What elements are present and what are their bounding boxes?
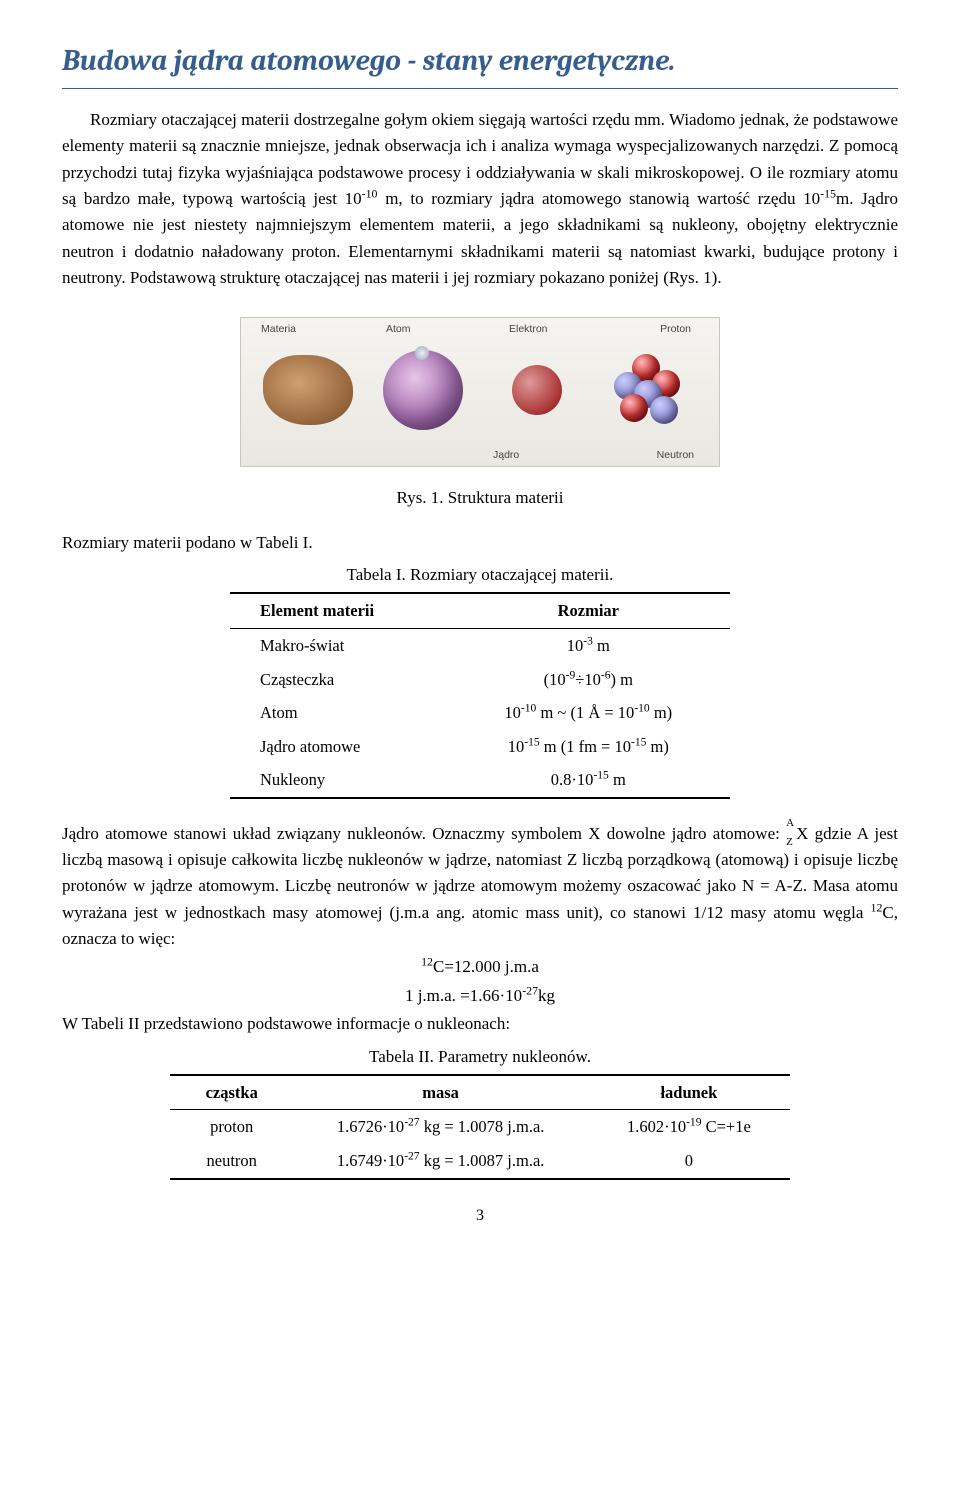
table-cell: Makro-świat <box>230 628 447 662</box>
table-row: Jądro atomowe10-15 m (1 fm = 10-15 m) <box>230 730 730 764</box>
table-row: Atom10-10 m ~ (1 Å = 10-10 m) <box>230 696 730 730</box>
table-1-caption: Tabela I. Rozmiary otaczającej materii. <box>230 562 730 588</box>
table-1: Tabela I. Rozmiary otaczającej materii. … <box>230 562 730 799</box>
paragraph-1: Rozmiary otaczającej materii dostrzegaln… <box>62 107 898 291</box>
fig-item-hand <box>263 345 353 435</box>
azx-x: X <box>796 824 808 843</box>
fig-label-proton: Proton <box>660 321 691 337</box>
figure-1: Materia Atom Elektron Proton Jądro Neutr… <box>62 317 898 467</box>
azx-a: A <box>786 815 794 832</box>
table-2-caption: Tabela II. Parametry nukleonów. <box>170 1044 790 1070</box>
paragraph-2: Jądro atomowe stanowi układ związany nuk… <box>62 821 898 953</box>
table-cell: 1.602·10-19 C=+1e <box>588 1110 790 1144</box>
p1b: m, to rozmiary jądra atomowego stanowią … <box>378 189 821 208</box>
table-cell: neutron <box>170 1144 293 1179</box>
table-cell: (10-9÷10-6) m <box>447 663 730 697</box>
fig-label-elektron: Elektron <box>509 321 548 337</box>
table-cell: 10-3 m <box>447 628 730 662</box>
table-1-head-rozmiar: Rozmiar <box>447 593 730 628</box>
fig-item-nucleus <box>607 345 697 435</box>
exp-2: -15 <box>820 186 836 200</box>
table-row: Nukleony0.8·10-15 m <box>230 763 730 798</box>
exp-1: -10 <box>362 186 378 200</box>
table-cell: Atom <box>230 696 447 730</box>
table-cell: Nukleony <box>230 763 447 798</box>
equation-1: 12C=12.000 j.m.a <box>62 954 898 980</box>
table-row: Cząsteczka(10-9÷10-6) m <box>230 663 730 697</box>
table-cell: 0 <box>588 1144 790 1179</box>
line-tabela2: W Tabeli II przedstawiono podstawowe inf… <box>62 1011 898 1037</box>
page-title: Budowa jądra atomowego - stany energetyc… <box>62 40 898 89</box>
figure-1-image: Materia Atom Elektron Proton Jądro Neutr… <box>240 317 720 467</box>
table-cell: 1.6726·10-27 kg = 1.0078 j.m.a. <box>293 1110 587 1144</box>
table-2-head-cz: cząstka <box>170 1075 293 1110</box>
table-cell: proton <box>170 1110 293 1144</box>
azx-symbol: AZX <box>786 821 808 847</box>
table-cell: 0.8·10-15 m <box>447 763 730 798</box>
table-cell: Jądro atomowe <box>230 730 447 764</box>
figure-1-caption: Rys. 1. Struktura materii <box>62 485 898 511</box>
p2a: Jądro atomowe stanowi układ związany nuk… <box>62 824 786 843</box>
table-cell: Cząsteczka <box>230 663 447 697</box>
equation-2: 1 j.m.a. =1.66·10-27kg <box>62 983 898 1009</box>
table-cell: 10-15 m (1 fm = 10-15 m) <box>447 730 730 764</box>
fig-label-materia: Materia <box>261 321 296 337</box>
table-1-head-element: Element materii <box>230 593 447 628</box>
fig-label-jadro: Jądro <box>493 447 519 463</box>
table-cell: 10-10 m ~ (1 Å = 10-10 m) <box>447 696 730 730</box>
table-row: proton1.6726·10-27 kg = 1.0078 j.m.a.1.6… <box>170 1110 790 1144</box>
table-cell: 1.6749·10-27 kg = 1.0087 j.m.a. <box>293 1144 587 1179</box>
table-2-head-masa: masa <box>293 1075 587 1110</box>
fig-label-neutron: Neutron <box>657 447 694 463</box>
c12-sup: 12 <box>871 900 883 914</box>
fig-item-core <box>492 345 582 435</box>
table-2-head-lad: ładunek <box>588 1075 790 1110</box>
line-rozmiary: Rozmiary materii podano w Tabeli I. <box>62 530 898 556</box>
fig-item-atom <box>378 345 468 435</box>
table-2: Tabela II. Parametry nukleonów. cząstka … <box>170 1044 790 1180</box>
azx-z: Z <box>786 834 793 851</box>
table-row: neutron1.6749·10-27 kg = 1.0087 j.m.a.0 <box>170 1144 790 1179</box>
fig-label-atom: Atom <box>386 321 411 337</box>
page-number: 3 <box>62 1204 898 1229</box>
table-row: Makro-świat10-3 m <box>230 628 730 662</box>
